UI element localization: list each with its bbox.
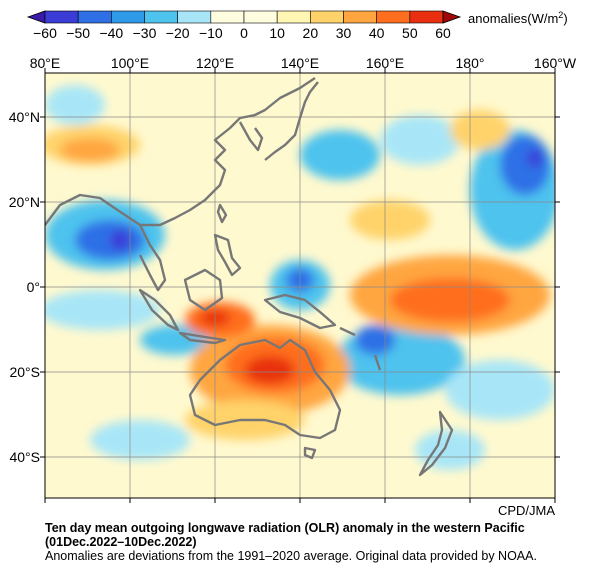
colorbar-cell — [44, 10, 79, 24]
java-outline — [178, 331, 227, 345]
latitude-label: 0° — [27, 279, 40, 295]
latitude-labels: 40°N 20°N 0° 20°S 40°S — [9, 109, 40, 465]
anomaly-patch-negative — [140, 325, 210, 355]
longitude-label: 160°E — [366, 55, 404, 71]
tasmania-outline — [303, 446, 317, 460]
credit-label: CPD/JMA — [498, 503, 555, 518]
latitude-label: 20°N — [9, 194, 40, 210]
colorbar-tick-label: 40 — [369, 25, 385, 41]
caption-title: Ten day mean outgoing longwave radiation… — [45, 521, 525, 535]
anomaly-patch-negative — [415, 430, 485, 470]
longitude-label: 140°E — [281, 55, 319, 71]
colorbar-cell — [144, 10, 178, 24]
colorbar-tick-label: −40 — [99, 25, 123, 41]
anomaly-patch-positive — [350, 200, 430, 240]
anomaly-patch-negative — [445, 360, 555, 420]
colorbar-tick-label: 30 — [336, 25, 352, 41]
anomaly-map — [45, 73, 555, 498]
anomaly-patch-negative — [355, 325, 395, 355]
colorbar-low-arrow — [26, 10, 46, 24]
japan-outline — [264, 81, 319, 161]
colorbar-tick-label: −30 — [133, 25, 157, 41]
anomaly-patch-negative — [90, 420, 190, 460]
anomaly-patch-negative — [110, 230, 130, 250]
latitude-label: 20°S — [9, 364, 40, 380]
colorbar-cell — [343, 10, 377, 24]
anomaly-patch-positive — [60, 138, 120, 162]
colorbar-tick-label: 10 — [269, 25, 285, 41]
colorbar-tick-label: 50 — [402, 25, 418, 41]
colorbar-tick-label: 0 — [240, 25, 248, 41]
colorbar-cell — [77, 10, 112, 24]
colorbar-tick-label: 20 — [303, 25, 319, 41]
colorbar-cell — [310, 10, 344, 24]
anomaly-patch-negative — [300, 130, 380, 180]
latitude-label: 40°S — [9, 449, 40, 465]
frame-ticks — [40, 68, 560, 503]
colorbar-tick-label: −50 — [66, 25, 90, 41]
longitude-label: 100°E — [111, 55, 149, 71]
colorbar-cell — [409, 10, 444, 24]
anomaly-patch-negative — [380, 115, 460, 165]
australia-outline — [188, 338, 342, 440]
colorbar-tick-label: −20 — [166, 25, 190, 41]
sumatra-outline — [138, 288, 180, 332]
anomaly-patch-negative — [45, 85, 105, 125]
anomaly-patch-positive — [245, 356, 295, 384]
anomaly-patch-negative — [527, 150, 543, 166]
asia-coastline — [45, 77, 316, 227]
pacific-islands-outline — [339, 326, 382, 371]
longitude-label: 120°E — [196, 55, 234, 71]
anomaly-patch-negative — [500, 135, 550, 195]
colorbar-cell — [177, 10, 212, 24]
colorbar-cell — [111, 10, 145, 24]
longitude-label: 80°E — [30, 55, 61, 71]
land-outline — [45, 77, 454, 477]
colorbar-cell — [243, 10, 278, 24]
new-zealand-outline — [418, 410, 454, 477]
anomaly-patch-negative — [45, 290, 160, 330]
philippines-outline — [213, 233, 242, 277]
colorbar-tick-label: −60 — [33, 25, 57, 41]
korea-outline — [238, 121, 264, 152]
caption-period: (01Dec.2022–10Dec.2022) — [45, 535, 197, 549]
colorbar-tick-label: 60 — [435, 25, 451, 41]
longitude-label: 160°W — [534, 55, 577, 71]
colorbar-cell — [210, 10, 245, 24]
new-guinea-outline — [263, 293, 337, 330]
colorbar-cell — [276, 10, 311, 24]
latitude-label: 40°N — [9, 109, 40, 125]
caption-note: Anomalies are deviations from the 1991–2… — [45, 549, 537, 563]
colorbar-unit-label: anomalies(W/m2) — [468, 10, 568, 26]
colorbar-high-arrow — [442, 10, 462, 24]
colorbar: −60 −50 −40 −30 −20 −10 0 10 20 30 40 50 60 anomalie… — [26, 10, 568, 41]
indochina-outline — [138, 224, 167, 292]
anomaly-patch-positive — [450, 110, 510, 150]
colorbar-cell — [376, 10, 411, 24]
longitude-label: 180° — [456, 55, 485, 71]
longitude-labels: 80°E 100°E 120°E 140°E 160°E 180° 160°W — [30, 55, 577, 71]
taiwan-outline — [216, 203, 228, 224]
borneo-outline — [183, 268, 224, 312]
colorbar-tick-label: −10 — [199, 25, 223, 41]
anomaly-patch-positive — [390, 278, 510, 322]
